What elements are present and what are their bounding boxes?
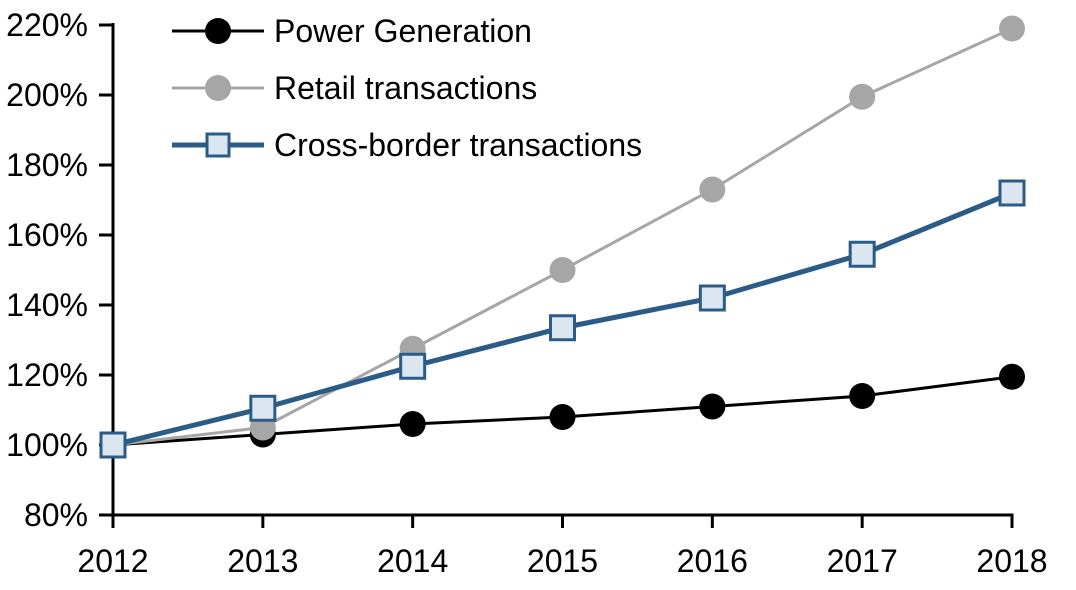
circle-marker-icon [549, 257, 576, 283]
circle-marker-icon [699, 176, 726, 203]
y-axis-label: 100% [6, 427, 88, 463]
legend-label-cross-border-transactions: Cross-border transactions [274, 126, 643, 163]
y-axis-label: 200% [6, 77, 88, 113]
chart-legend: Power Generation Retail transactions Cro… [172, 12, 642, 164]
x-axis-label: 2015 [527, 543, 598, 579]
square-marker-icon [549, 314, 576, 342]
circle-marker-icon [849, 383, 876, 409]
legend-label-retail-transactions: Retail transactions [274, 69, 538, 106]
square-marker-icon [848, 240, 876, 268]
y-axis-label: 160% [6, 217, 88, 253]
circle-marker-icon [999, 15, 1025, 42]
legend-label-power-generation: Power Generation [274, 12, 532, 49]
square-marker-icon [99, 431, 127, 459]
circle-marker-icon [699, 393, 726, 420]
legend-line-marker-sample-power-generation [172, 12, 264, 50]
square-marker-icon [249, 394, 277, 422]
legend-line-marker-sample-retail-transactions [172, 69, 264, 107]
x-axis-label: 2018 [976, 543, 1047, 579]
circle-marker-icon [849, 83, 876, 110]
legend-line-marker-sample-cross-border-transactions [172, 126, 264, 164]
x-axis-label: 2014 [377, 543, 448, 579]
square-marker-icon [698, 284, 726, 312]
y-axis-label: 180% [6, 147, 88, 183]
square-marker-icon [205, 132, 231, 158]
x-axis-label: 2016 [677, 543, 748, 579]
circle-marker-icon [205, 18, 231, 44]
x-axis-label: 2013 [227, 543, 298, 579]
x-axis-label: 2017 [827, 543, 898, 579]
circle-marker-icon [205, 75, 231, 101]
square-marker-icon [399, 352, 427, 380]
legend-item-retail-transactions: Retail transactions [172, 69, 642, 107]
y-axis-label: 220% [6, 7, 88, 43]
square-marker-icon [998, 179, 1026, 207]
y-axis-label: 140% [6, 287, 88, 323]
y-axis-label: 120% [6, 357, 88, 393]
legend-item-cross-border-transactions: Cross-border transactions [172, 126, 642, 164]
circle-marker-icon [399, 411, 426, 437]
circle-marker-icon [999, 363, 1025, 390]
x-axis-label: 2012 [77, 543, 148, 579]
circle-marker-icon [549, 404, 576, 430]
y-axis-label: 80% [24, 497, 88, 533]
legend-item-power-generation: Power Generation [172, 12, 642, 50]
